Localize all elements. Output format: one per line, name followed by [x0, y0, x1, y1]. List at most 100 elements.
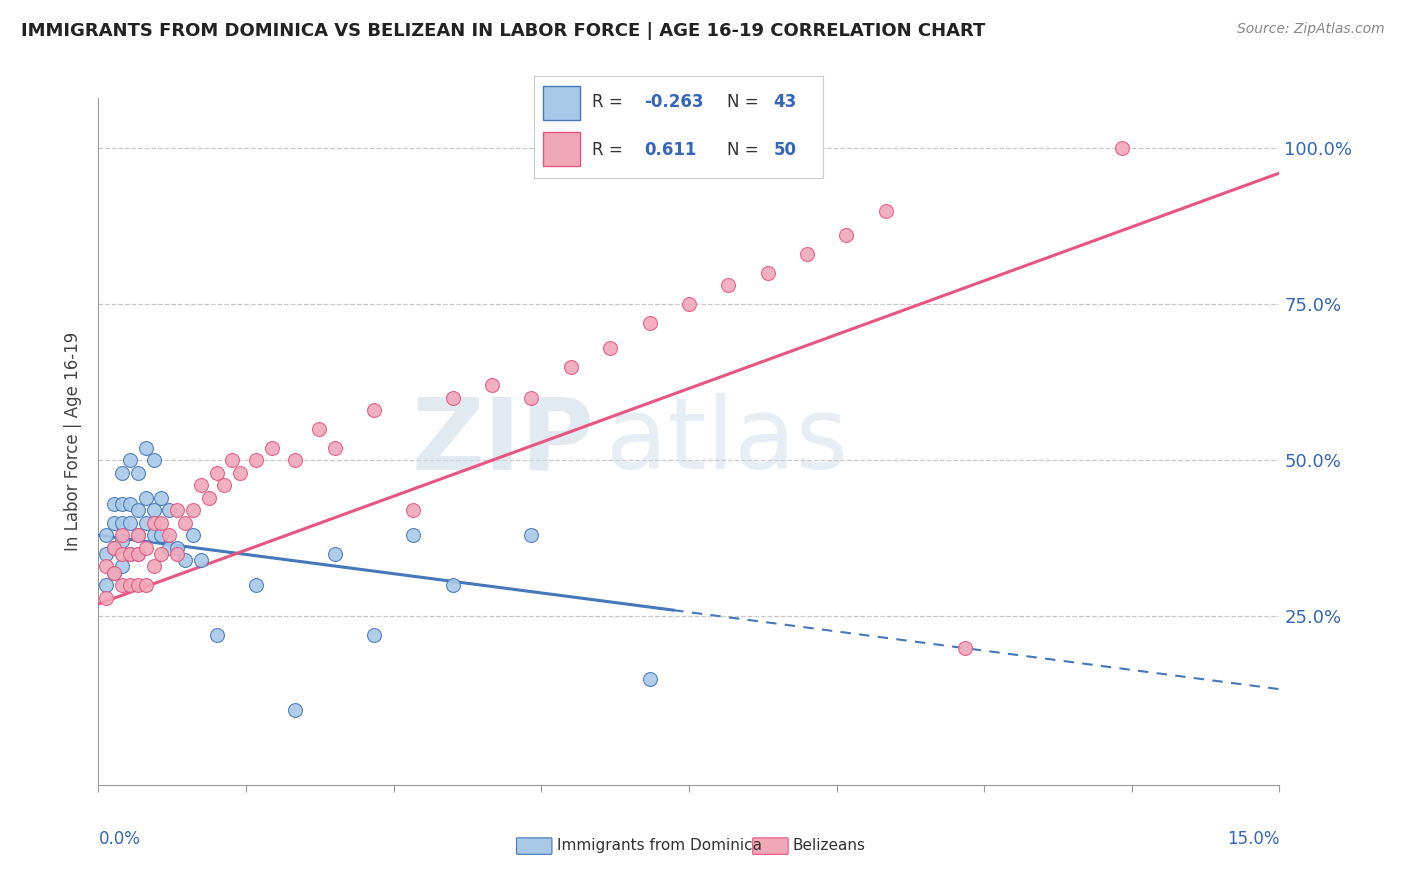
Point [363, 628, 385, 642]
Point [135, 578, 157, 592]
Point [111, 578, 134, 592]
Point [190, 553, 212, 567]
Point [135, 516, 157, 530]
Point [205, 628, 228, 642]
Point [135, 441, 157, 455]
Point [174, 553, 197, 567]
Point [118, 547, 141, 561]
Point [260, 441, 283, 455]
Point [953, 640, 976, 655]
Point [363, 403, 385, 417]
Text: N =: N = [727, 141, 765, 159]
Point [118, 497, 141, 511]
Text: ZIP: ZIP [412, 393, 595, 490]
Bar [543, 87, 581, 120]
Point [96, 547, 118, 561]
Text: atlas: atlas [606, 393, 848, 490]
Point [323, 441, 346, 455]
Point [135, 491, 157, 505]
Point [323, 547, 346, 561]
Point [796, 247, 818, 261]
Text: -0.263: -0.263 [644, 93, 703, 111]
Point [142, 559, 165, 574]
Point [127, 528, 149, 542]
Point [190, 478, 212, 492]
Point [157, 503, 180, 517]
Point [118, 578, 141, 592]
FancyBboxPatch shape [516, 838, 553, 855]
Bar [543, 132, 581, 166]
Text: 0.0%: 0.0% [98, 830, 141, 847]
Point [150, 528, 173, 542]
Point [135, 541, 157, 555]
Point [150, 547, 173, 561]
Point [205, 466, 228, 480]
Point [481, 378, 503, 392]
Point [1111, 141, 1133, 155]
Point [560, 359, 582, 374]
Point [599, 341, 621, 355]
Point [284, 703, 307, 717]
Point [127, 466, 149, 480]
Point [520, 391, 543, 405]
Point [103, 566, 125, 580]
Point [221, 453, 243, 467]
Point [142, 503, 165, 517]
Text: 15.0%: 15.0% [1227, 830, 1279, 847]
Point [166, 541, 188, 555]
Point [103, 541, 125, 555]
Point [127, 528, 149, 542]
Text: R =: R = [592, 93, 628, 111]
Text: Source: ZipAtlas.com: Source: ZipAtlas.com [1237, 22, 1385, 37]
Point [441, 391, 464, 405]
Point [118, 547, 141, 561]
Point [214, 478, 236, 492]
Point [875, 203, 897, 218]
Point [118, 453, 141, 467]
Point [441, 578, 464, 592]
Point [678, 297, 700, 311]
Point [103, 497, 125, 511]
Point [638, 316, 661, 330]
Point [245, 578, 267, 592]
Point [111, 559, 134, 574]
Point [157, 541, 180, 555]
Point [520, 528, 543, 542]
Point [181, 528, 204, 542]
Point [118, 516, 141, 530]
Point [111, 534, 134, 549]
Point [229, 466, 252, 480]
Point [111, 528, 134, 542]
Point [142, 528, 165, 542]
Point [402, 528, 425, 542]
Point [197, 491, 219, 505]
Text: IMMIGRANTS FROM DOMINICA VS BELIZEAN IN LABOR FORCE | AGE 16-19 CORRELATION CHAR: IMMIGRANTS FROM DOMINICA VS BELIZEAN IN … [21, 22, 986, 40]
Point [245, 453, 267, 467]
Point [157, 528, 180, 542]
Point [150, 491, 173, 505]
Point [111, 547, 134, 561]
FancyBboxPatch shape [752, 838, 789, 855]
Point [96, 528, 118, 542]
Point [103, 516, 125, 530]
Point [96, 591, 118, 605]
Point [174, 516, 197, 530]
Point [717, 278, 740, 293]
Text: R =: R = [592, 141, 628, 159]
Point [638, 672, 661, 686]
Text: 0.611: 0.611 [644, 141, 696, 159]
Point [150, 516, 173, 530]
Point [142, 453, 165, 467]
Point [96, 559, 118, 574]
Point [835, 228, 858, 243]
Point [111, 516, 134, 530]
Point [402, 503, 425, 517]
Point [756, 266, 779, 280]
Text: N =: N = [727, 93, 765, 111]
Point [142, 516, 165, 530]
Point [103, 566, 125, 580]
Point [127, 503, 149, 517]
Point [284, 453, 307, 467]
Point [308, 422, 330, 436]
Text: 43: 43 [773, 93, 797, 111]
